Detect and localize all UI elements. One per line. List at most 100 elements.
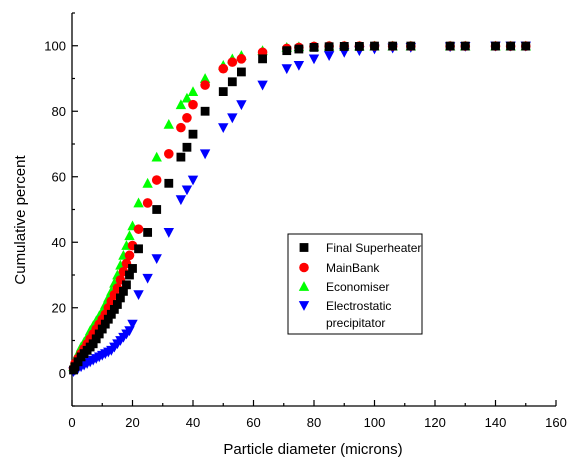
data-point-mainbank <box>133 224 144 234</box>
x-tick-label: 40 <box>186 415 200 430</box>
data-point-electrostatic-precipitator <box>199 149 211 160</box>
data-point-final-superheater <box>112 300 122 309</box>
y-tick-label: 0 <box>59 366 66 381</box>
data-point-final-superheater <box>100 319 110 329</box>
data-point-mainbank <box>200 80 210 90</box>
data-point-final-superheater <box>354 42 364 51</box>
data-point-final-superheater <box>122 280 131 290</box>
data-point-final-superheater <box>491 41 500 51</box>
data-point-electrostatic-precipitator <box>187 175 199 186</box>
data-point-final-superheater <box>125 270 134 280</box>
data-point-final-superheater <box>218 87 228 96</box>
data-point-final-superheater <box>188 129 198 139</box>
data-point-electrostatic-precipitator <box>124 326 135 337</box>
data-point-economiser <box>151 151 162 162</box>
data-point-mainbank <box>124 250 135 261</box>
data-point-final-superheater <box>134 244 143 254</box>
legend-marker-final-superheater <box>299 243 309 252</box>
data-point-final-superheater <box>445 41 455 51</box>
data-point-mainbank <box>188 99 198 110</box>
data-point-final-superheater <box>388 41 398 51</box>
data-point-economiser <box>142 177 153 188</box>
data-point-mainbank <box>218 63 229 74</box>
legend-label-mainbank: MainBank <box>326 261 380 275</box>
data-point-mainbank <box>164 149 174 159</box>
x-tick-label: 60 <box>246 415 260 430</box>
data-point-economiser <box>175 99 187 110</box>
y-tick-label: 60 <box>52 169 66 184</box>
data-point-final-superheater <box>200 106 210 116</box>
data-point-electrostatic-precipitator <box>293 61 305 71</box>
data-point-economiser <box>187 86 199 96</box>
legend-label-electrostatic-precipitator: precipitator <box>326 316 385 330</box>
data-point-final-superheater <box>506 41 516 51</box>
legend-marker-economiser <box>298 281 310 291</box>
data-point-electrostatic-precipitator <box>281 64 292 75</box>
data-point-final-superheater <box>227 77 237 87</box>
data-point-economiser <box>199 73 211 83</box>
data-point-final-superheater <box>370 41 379 51</box>
y-tick-label: 40 <box>52 235 66 250</box>
y-axis-title: Cumulative percent <box>12 155 29 285</box>
data-point-final-superheater <box>128 264 137 273</box>
data-point-final-superheater <box>460 41 470 51</box>
data-point-final-superheater <box>176 152 186 162</box>
data-point-electrostatic-precipitator <box>127 319 138 330</box>
data-point-electrostatic-precipitator <box>133 290 144 301</box>
data-point-electrostatic-precipitator <box>142 273 153 284</box>
data-point-mainbank <box>236 54 247 64</box>
legend-label-economiser: Economiser <box>326 280 389 294</box>
data-point-economiser <box>133 197 144 208</box>
x-tick-label: 140 <box>485 415 507 430</box>
data-point-mainbank <box>182 113 192 123</box>
data-point-final-superheater <box>258 54 267 64</box>
data-point-mainbank <box>151 175 162 185</box>
data-point-final-superheater <box>406 41 416 51</box>
data-point-electrostatic-precipitator <box>181 185 193 196</box>
data-point-final-superheater <box>106 309 116 319</box>
x-tick-label: 20 <box>125 415 139 430</box>
data-point-electrostatic-precipitator <box>175 195 187 206</box>
x-axis: 0 20 40 60 80 100 120 140 160 <box>68 400 567 430</box>
y-axis: 0 20 40 60 80 100 <box>44 12 78 407</box>
data-point-economiser <box>124 230 135 241</box>
data-point-final-superheater <box>73 357 83 367</box>
y-tick-label: 80 <box>52 104 66 119</box>
data-point-final-superheater <box>91 334 101 344</box>
data-point-final-superheater <box>282 46 292 56</box>
data-point-mainbank <box>227 57 238 67</box>
data-point-final-superheater <box>309 42 319 52</box>
y-tick-label: 100 <box>44 38 66 53</box>
x-tick-label: 80 <box>307 415 321 430</box>
data-point-electrostatic-precipitator <box>308 54 320 65</box>
data-point-mainbank <box>176 122 186 133</box>
series-final-superheater <box>69 41 531 375</box>
y-tick-label: 20 <box>52 300 66 315</box>
legend-label-electrostatic-precipitator: Electrostatic <box>326 299 391 313</box>
legend-marker-mainbank <box>299 262 309 273</box>
data-point-final-superheater <box>324 42 334 52</box>
data-point-final-superheater <box>97 324 107 334</box>
data-point-final-superheater <box>70 362 80 372</box>
data-point-economiser <box>181 92 193 103</box>
data-point-final-superheater <box>294 44 304 54</box>
data-point-economiser <box>163 118 174 129</box>
data-point-final-superheater <box>164 178 174 188</box>
data-point-electrostatic-precipitator <box>151 254 162 265</box>
x-tick-label: 160 <box>545 415 567 430</box>
data-point-final-superheater <box>103 314 113 324</box>
data-point-final-superheater <box>339 42 349 51</box>
x-axis-title: Particle diameter (microns) <box>223 441 402 458</box>
data-point-final-superheater <box>116 293 125 303</box>
x-tick-label: 0 <box>68 415 75 430</box>
data-point-electrostatic-precipitator <box>257 80 268 91</box>
data-point-final-superheater <box>109 304 119 314</box>
data-point-final-superheater <box>182 142 192 152</box>
legend: Final Superheater MainBank Economiser Elect… <box>287 233 423 335</box>
data-point-electrostatic-precipitator <box>323 51 335 61</box>
data-point-mainbank <box>142 198 153 208</box>
legend-marker-electrostatic-precipitator <box>298 301 310 311</box>
data-point-electrostatic-precipitator <box>227 113 238 124</box>
data-point-electrostatic-precipitator <box>218 123 229 134</box>
